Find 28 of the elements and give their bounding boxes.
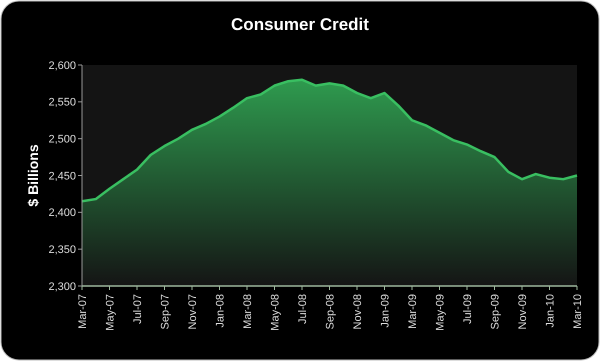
y-axis-title: $ Billions [25,144,41,207]
y-tick-label: 2,600 [48,60,76,72]
x-tick-label: Jul-08 [296,294,309,324]
x-tick-label: Sep-07 [159,294,172,330]
y-tick-label: 2,300 [48,280,76,293]
x-tick-label: Jan-08 [214,294,226,328]
x-tick-label: Mar-08 [242,294,254,329]
x-tick-label: Sep-08 [324,294,336,330]
x-tick-label: Mar-09 [406,294,419,329]
x-tick-label: Jan-09 [379,294,392,328]
y-tick-label: 2,500 [48,134,76,146]
x-tick-label: May-07 [104,294,116,331]
x-tick-label: Jul-09 [462,294,474,324]
x-tick-label: Mar-10 [572,294,584,329]
x-tick-label: Sep-09 [489,294,502,330]
y-tick-label: 2,450 [48,170,76,182]
x-tick-label: Jan-10 [544,294,556,328]
y-tick-label: 2,400 [48,207,76,220]
x-tick-label: Nov-08 [352,294,364,330]
x-tick-label: May-08 [269,294,282,331]
x-tick-label: May-09 [434,294,446,331]
x-tick-label: Nov-07 [186,294,199,330]
chart-title: Consumer Credit [231,15,370,34]
x-tick-label: Mar-07 [76,294,89,329]
x-tick-label: Jul-07 [132,294,144,324]
y-tick-label: 2,350 [48,244,76,256]
x-tick-label: Nov-09 [516,294,529,330]
y-tick-label: 2,550 [48,96,76,109]
